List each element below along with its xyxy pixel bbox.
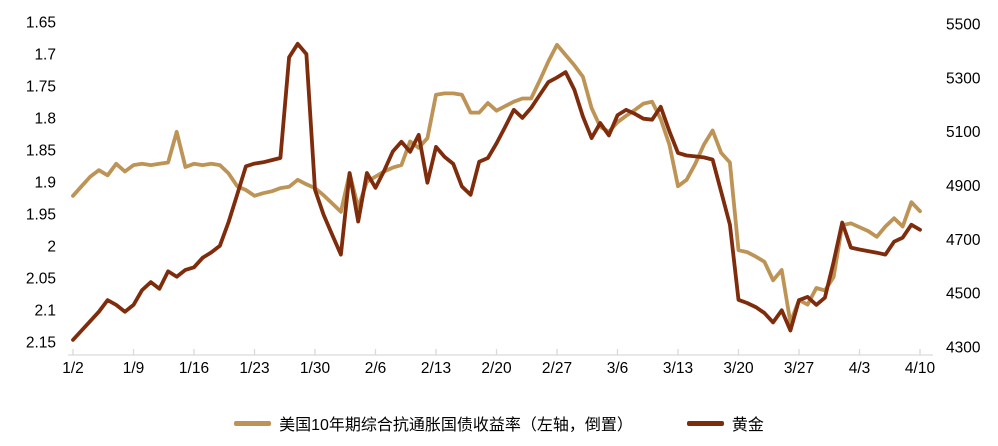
right-axis-tick-label: 4900 xyxy=(946,178,981,195)
x-axis-tick-label: 2/20 xyxy=(481,360,512,377)
x-axis-tick-label: 1/2 xyxy=(62,360,84,377)
left-axis-tick-label: 1.8 xyxy=(34,111,56,128)
x-axis-tick-label: 3/20 xyxy=(723,360,754,377)
left-axis-tick-label: 2.15 xyxy=(26,335,56,352)
x-axis-tick-label: 3/13 xyxy=(663,360,693,377)
left-axis-tick-label: 2 xyxy=(47,239,56,256)
x-axis-tick-label: 1/9 xyxy=(123,360,145,377)
gold-line-swatch xyxy=(686,420,724,426)
right-axis-tick-label: 4300 xyxy=(946,340,981,357)
left-axis-tick-label: 1.65 xyxy=(26,15,56,32)
x-axis-tick-label: 3/27 xyxy=(784,360,814,377)
x-axis-tick-label: 1/16 xyxy=(179,360,209,377)
legend: 美国10年期综合抗通胀国债收益率（左轴，倒置） 黄金 xyxy=(0,406,998,440)
x-axis-tick-label: 1/23 xyxy=(239,360,269,377)
right-axis-tick-label: 4500 xyxy=(946,286,981,303)
left-axis-tick-label: 1.9 xyxy=(34,175,56,192)
left-axis-tick-label: 1.75 xyxy=(26,79,56,96)
x-axis-tick-label: 2/27 xyxy=(542,360,572,377)
x-axis-tick-label: 4/3 xyxy=(849,360,871,377)
tips-yield-legend-label: 美国10年期综合抗通胀国债收益率（左轴，倒置） xyxy=(279,417,633,434)
x-axis-tick-label: 2/13 xyxy=(421,360,451,377)
legend-item-tips-yield: 美国10年期综合抗通胀国债收益率（左轴，倒置） xyxy=(234,411,633,435)
left-axis-tick-label: 1.85 xyxy=(26,143,56,160)
right-axis-tick-label: 5100 xyxy=(946,124,981,141)
x-axis-tick-label: 4/10 xyxy=(905,360,936,377)
x-axis-tick-label: 2/6 xyxy=(365,360,387,377)
right-axis-tick-label: 5300 xyxy=(946,70,981,87)
gold-legend-label: 黄金 xyxy=(731,417,764,434)
left-axis-tick-label: 1.95 xyxy=(26,207,56,224)
x-axis-tick-label: 1/30 xyxy=(300,360,331,377)
x-axis-tick-label: 3/6 xyxy=(607,360,629,377)
legend-item-gold: 黄金 xyxy=(686,411,764,435)
left-axis-tick-label: 2.1 xyxy=(34,303,56,320)
left-axis-tick-label: 2.05 xyxy=(26,271,56,288)
tips-yield-line-swatch xyxy=(234,420,272,426)
gold-line xyxy=(71,41,922,342)
left-axis-tick-label: 1.7 xyxy=(34,47,56,64)
right-axis-tick-label: 4700 xyxy=(946,232,981,249)
right-axis-tick-label: 5500 xyxy=(946,17,981,34)
tips-yield-line xyxy=(71,42,922,325)
